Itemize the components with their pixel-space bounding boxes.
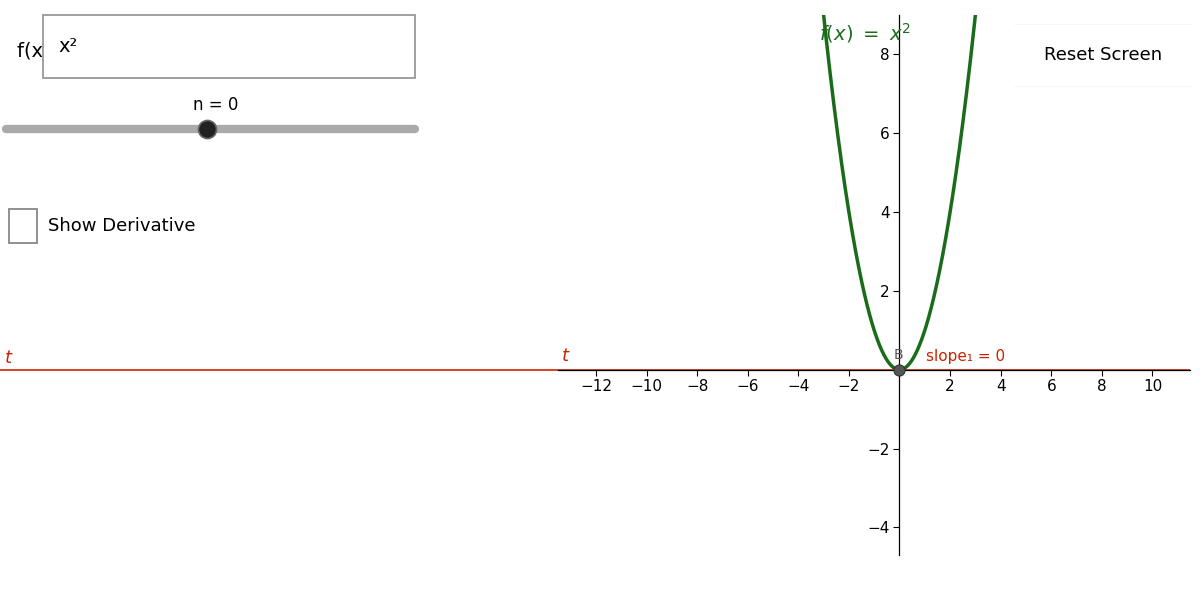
Text: t: t — [562, 347, 569, 365]
Text: x²: x² — [59, 37, 78, 56]
Text: n = 0: n = 0 — [193, 96, 239, 114]
Text: $f(x)\ =\ x^2$: $f(x)\ =\ x^2$ — [818, 22, 911, 46]
FancyBboxPatch shape — [43, 15, 415, 78]
FancyBboxPatch shape — [8, 209, 37, 243]
Text: Reset Screen: Reset Screen — [1044, 46, 1162, 64]
Text: t: t — [5, 349, 12, 367]
Text: Show Derivative: Show Derivative — [48, 217, 196, 235]
Text: f(x) =: f(x) = — [17, 41, 73, 61]
Text: slope₁ = 0: slope₁ = 0 — [926, 349, 1006, 364]
FancyBboxPatch shape — [1010, 23, 1195, 88]
Text: B: B — [894, 348, 904, 362]
